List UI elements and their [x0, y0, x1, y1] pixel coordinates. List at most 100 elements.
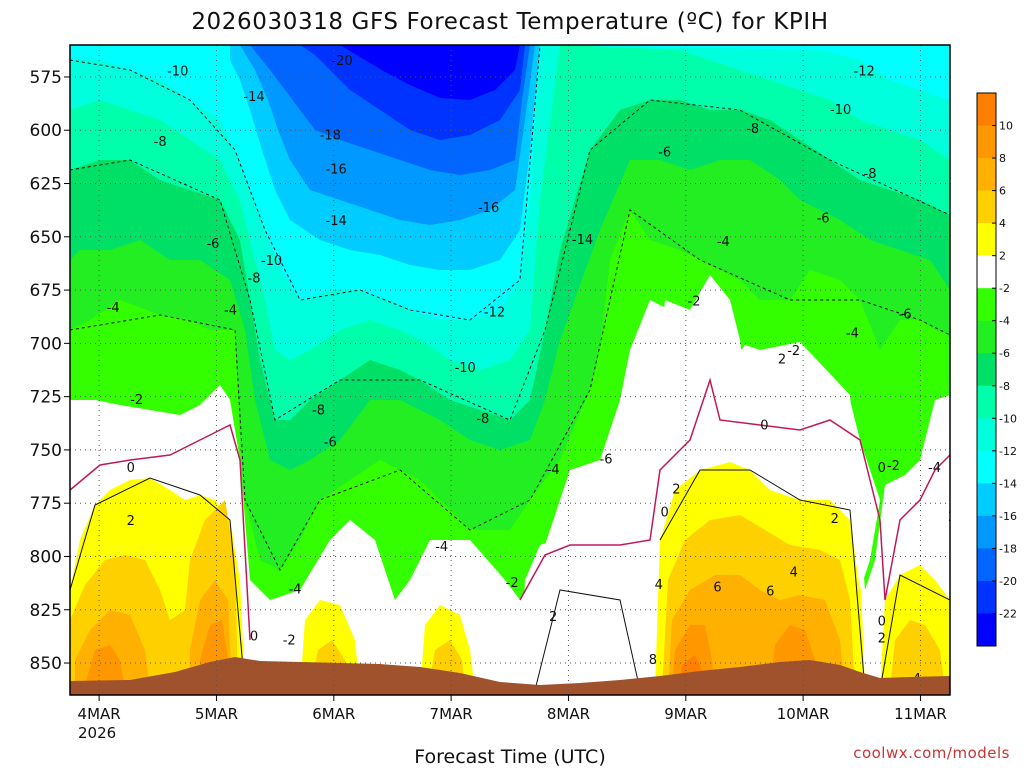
- contour-label-41: 0: [661, 506, 669, 521]
- grid-lines: [70, 45, 950, 695]
- contour-label-19: -6: [206, 237, 219, 252]
- contour-minus-4: [70, 209, 950, 572]
- plot-frame: [69, 44, 951, 696]
- colorbar-swatch-16: [977, 613, 996, 647]
- x-axis: 4MAR 5MAR 6MAR 7MAR 8MAR 9MAR 10MAR 11MAR: [78, 695, 947, 723]
- contour-2: [70, 469, 950, 691]
- contour-label-20: -6: [324, 435, 337, 450]
- colorbar-tick-label-15: -22: [999, 607, 1017, 620]
- chart-title: 2026030318 GFS Forecast Temperature (ºC)…: [191, 9, 828, 35]
- contour-label-2: -16: [326, 163, 347, 178]
- contour-label-51: 2: [948, 510, 956, 525]
- contour-label-13: -8: [154, 135, 167, 150]
- contour-minus-8: [70, 99, 950, 421]
- y-tick-label-2: 625: [30, 175, 62, 195]
- y-tick-label-8: 775: [30, 494, 62, 514]
- colorbar-swatch-15: [977, 580, 996, 614]
- colorbar-tick-label-1: 8: [999, 152, 1006, 165]
- contour-label-46: 2: [549, 610, 557, 625]
- contour-label-23: -6: [817, 212, 830, 227]
- contour-label-38: -2: [887, 459, 900, 474]
- contour-label-10: -10: [261, 254, 282, 269]
- colorbar-tick-label-3: 4: [999, 217, 1006, 230]
- colorbar-swatch-1: [977, 125, 996, 159]
- contour-label-4: -14: [243, 90, 264, 105]
- colorbar-swatch-13: [977, 515, 996, 549]
- colorbar-swatch-10: [977, 418, 996, 452]
- contour-label-7: -12: [484, 305, 505, 320]
- colorbar-tick-label-6: -4: [999, 315, 1010, 328]
- y-tick-label-1: 600: [30, 121, 62, 141]
- colorbar-swatch-6: [977, 288, 996, 322]
- contour-label-29: -4: [547, 463, 560, 478]
- white-region-1: [520, 535, 655, 690]
- colorbar-tick-label-9: -10: [999, 412, 1017, 425]
- contour-label-28: -4: [435, 540, 448, 555]
- contour-label-25: -4: [107, 301, 120, 316]
- colorbar-tick-label-14: -20: [999, 575, 1017, 588]
- contour-label-12: -10: [830, 103, 851, 118]
- x-tick-label-0: 4MAR: [78, 705, 121, 723]
- colorbar-swatch-12: [977, 483, 996, 517]
- colorbar-swatch-5: [977, 255, 996, 289]
- contour-label-49: 2: [831, 512, 839, 527]
- y-tick-label-9: 800: [30, 547, 62, 567]
- contour-0: [70, 377, 950, 641]
- y-tick-label-10: 825: [30, 601, 62, 621]
- y-tick-label-4: 675: [30, 281, 62, 301]
- colorbar-tick-label-2: 6: [999, 185, 1006, 198]
- y-tick-label-5: 700: [30, 334, 62, 354]
- warm-region-1-peak: [85, 620, 229, 690]
- x-tick-label-2: 6MAR: [312, 705, 355, 723]
- contour-label-53: 4: [790, 565, 798, 580]
- plot-area: -20-18-16-16-14-14-14-12-12-10-10-10-10-…: [70, 45, 956, 695]
- x-axis-year: 2026: [78, 724, 116, 742]
- contour-label-52: 4: [655, 578, 663, 593]
- y-tick-label-11: 850: [30, 654, 62, 674]
- contour-label-40: 0: [250, 629, 258, 644]
- x-tick-label-1: 5MAR: [195, 705, 238, 723]
- colorbar-tick-label-8: -8: [999, 380, 1010, 393]
- x-tick-label-4: 8MAR: [547, 705, 590, 723]
- contour-label-50: 2: [878, 631, 886, 646]
- colorbar-tick-label-7: -6: [999, 347, 1010, 360]
- x-axis-label: Forecast Time (UTC): [414, 746, 605, 768]
- y-tick-label-6: 725: [30, 388, 62, 408]
- contour-label-27: -4: [289, 582, 302, 597]
- contour-label-55: 6: [713, 580, 721, 595]
- contour-label-31: -4: [846, 327, 859, 342]
- white-region-2: [640, 275, 880, 590]
- contour-label-48: 2: [778, 352, 786, 367]
- colorbar-swatch-0: [977, 93, 996, 127]
- contour-label-36: -2: [688, 295, 701, 310]
- contour-label-32: -4: [928, 461, 941, 476]
- x-tick-label-5: 9MAR: [664, 705, 707, 723]
- contour-label-8: -12: [854, 65, 875, 80]
- colorbar-swatch-14: [977, 548, 996, 582]
- colorbar-tick-label-4: 2: [999, 250, 1006, 263]
- contour-label-14: -8: [248, 271, 261, 286]
- contour-label-0: -20: [331, 54, 352, 69]
- contour-label-18: -8: [864, 167, 877, 182]
- contour-label-43: 0: [878, 461, 886, 476]
- colorbar-swatch-8: [977, 353, 996, 387]
- colorbar: 10 8 6 4 2 -2 -4 -6 -8 -10 -12 -14 -16 -18 -20 -22: [976, 92, 1017, 647]
- terrain: [70, 657, 950, 695]
- contour-label-56: 6: [766, 585, 774, 600]
- band-below-minus-22: [340, 45, 520, 100]
- contour-label-44: 0: [878, 614, 886, 629]
- contour-label-26: -4: [224, 303, 237, 318]
- contour-label-layer: -20-18-16-16-14-14-14-12-12-10-10-10-10-…: [107, 54, 956, 687]
- x-tick-label-7: 11MAR: [894, 705, 947, 723]
- credit-text: coolwx.com/models: [853, 744, 1010, 762]
- contour-lines: [70, 45, 950, 691]
- colorbar-tick-label-11: -14: [999, 477, 1017, 490]
- contour-label-57: 8: [649, 653, 657, 668]
- contour-label-1: -18: [320, 129, 341, 144]
- contour-label-16: -8: [476, 412, 489, 427]
- colorbar-swatch-2: [977, 158, 996, 192]
- contour-label-6: -14: [572, 233, 593, 248]
- colorbar-swatch-7: [977, 320, 996, 354]
- contour-label-35: -2: [506, 576, 519, 591]
- contour-label-9: -10: [167, 65, 188, 80]
